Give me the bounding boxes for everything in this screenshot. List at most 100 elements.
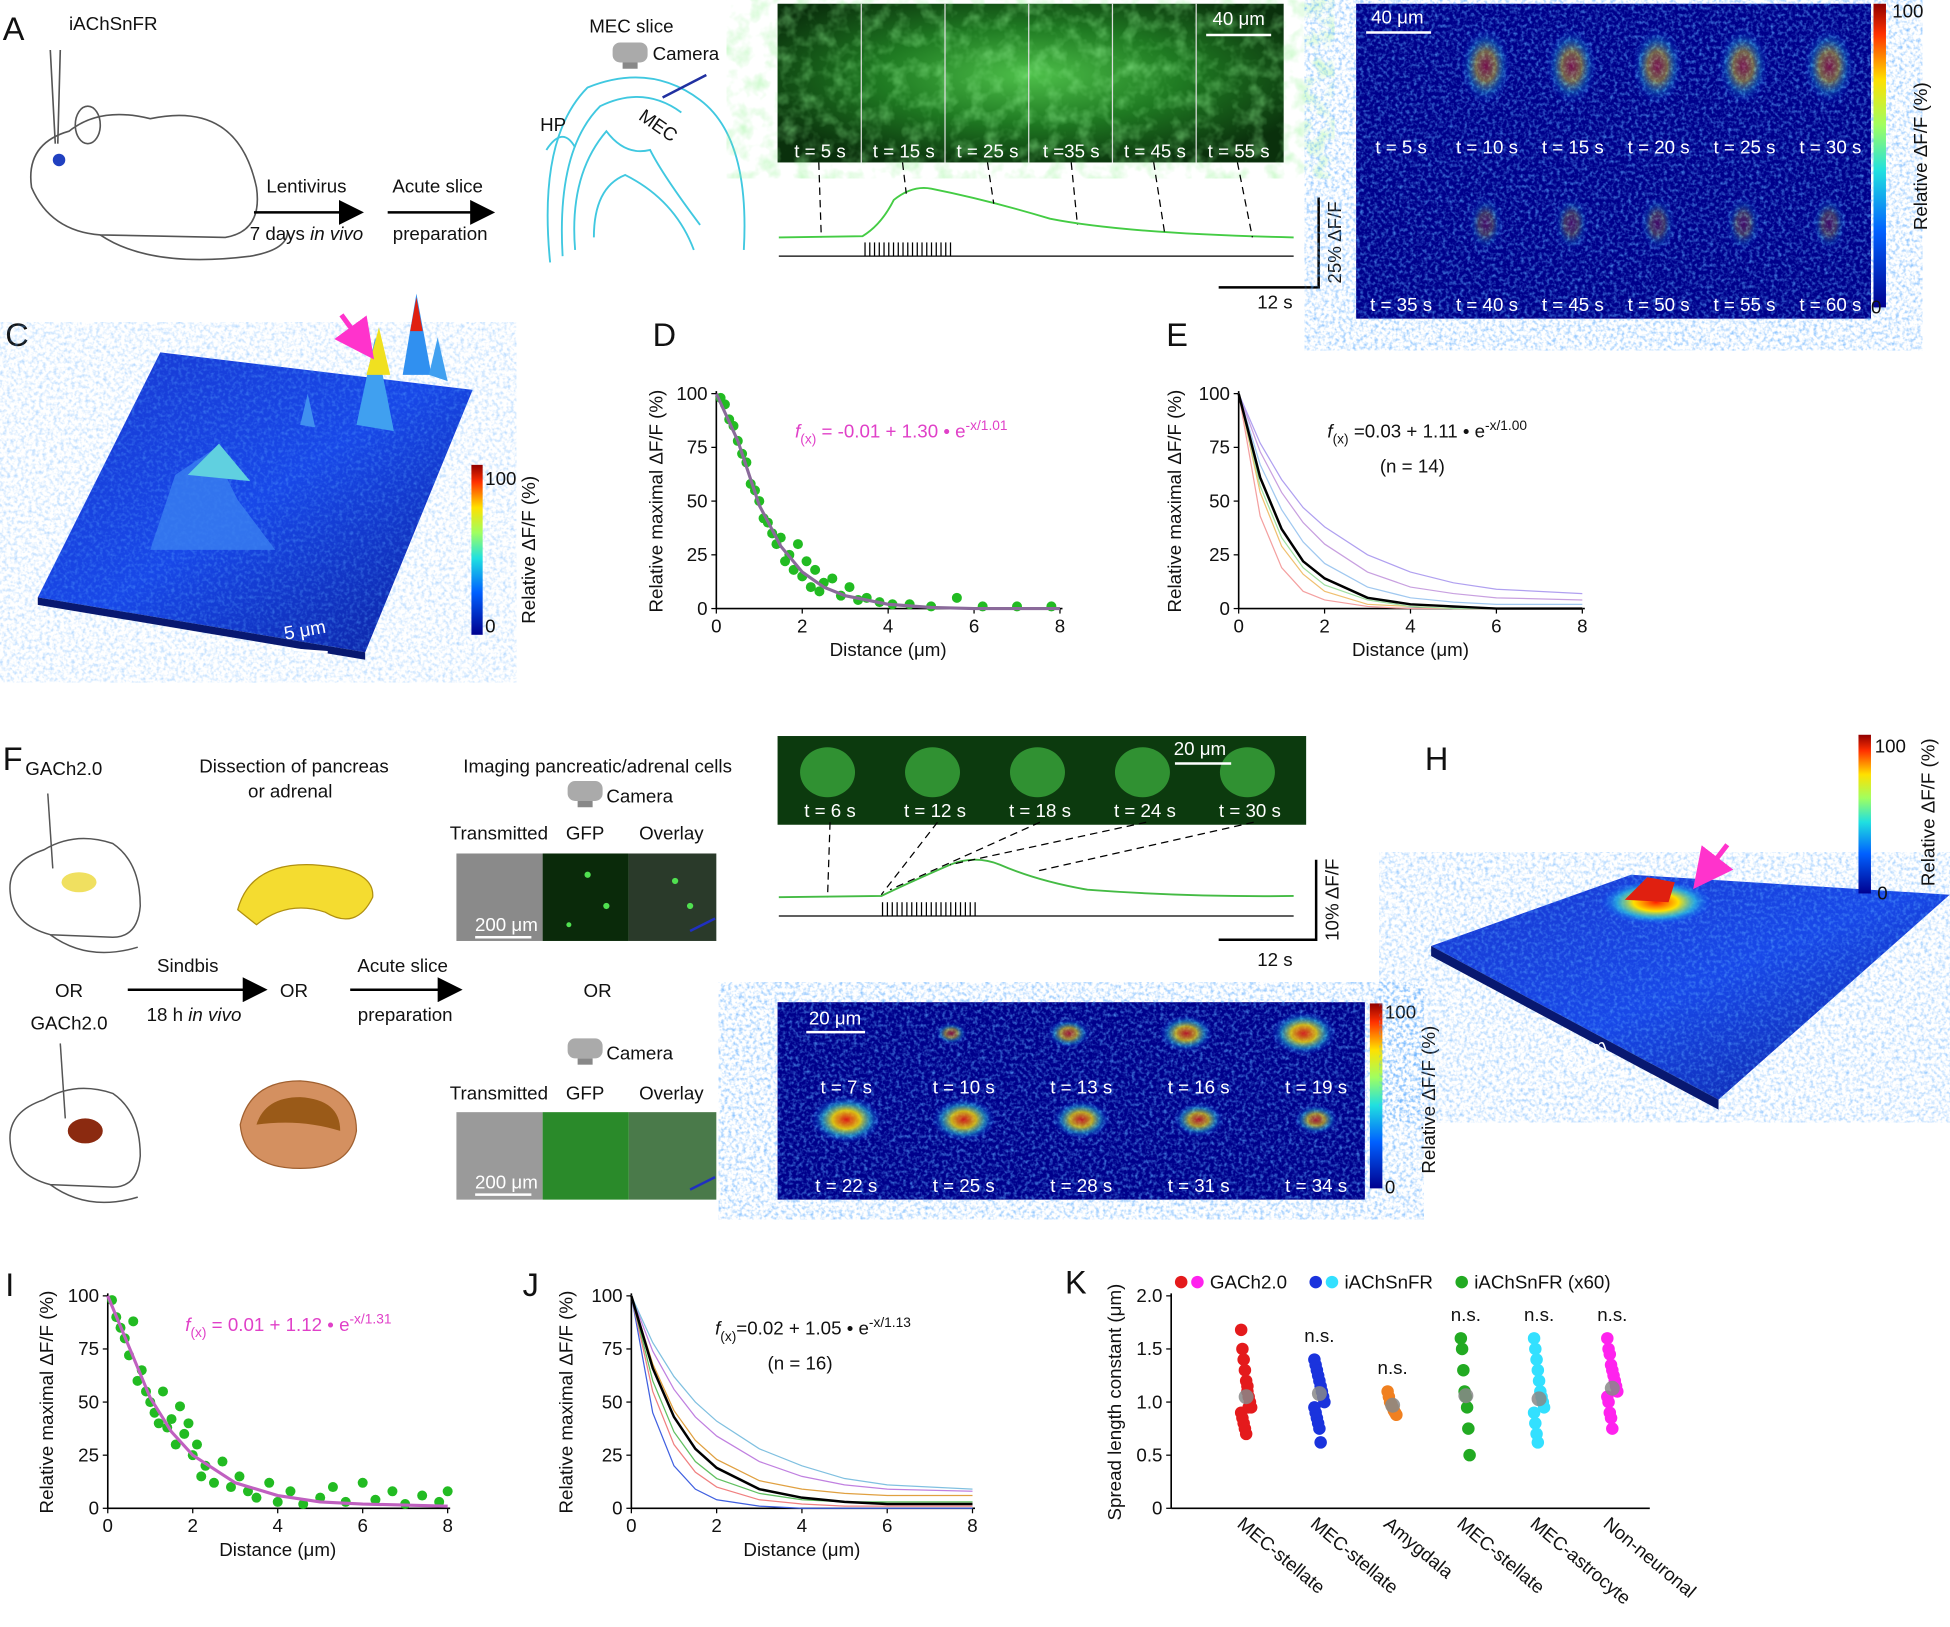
point — [788, 564, 799, 575]
overlay-image — [628, 1112, 717, 1200]
point — [272, 1496, 283, 1507]
surface-edge — [1431, 945, 1719, 1110]
time-label: t = 7 s — [821, 1076, 873, 1097]
time-label: t = 30 s — [1219, 800, 1281, 821]
time-label: t = 28 s — [1050, 1175, 1112, 1196]
fluorescence-texture — [777, 3, 1284, 163]
y-tick-label: 100 — [1199, 383, 1230, 404]
point — [174, 1401, 185, 1412]
arrow-label-part: in vivo — [310, 223, 363, 244]
point — [183, 1418, 194, 1429]
arrow-label-part: 7 days — [250, 223, 310, 244]
cell-blob — [905, 747, 961, 798]
formula-part: f — [795, 420, 802, 441]
y-tick-label: 0.5 — [1136, 1444, 1162, 1465]
significance-label: n.s. — [1378, 1357, 1408, 1378]
x-tick-label: 0 — [711, 615, 721, 636]
point — [1603, 1348, 1617, 1361]
arrow-label: 7 days in vivo — [250, 223, 364, 244]
mean-marker — [1385, 1397, 1401, 1413]
colorbar-title: Relative ΔF/F (%) — [1918, 738, 1939, 886]
fit-line — [714, 392, 1060, 611]
time-label: t = 45 s — [1542, 294, 1604, 315]
cells — [566, 871, 694, 928]
panel-label: K — [1065, 1264, 1087, 1300]
x-tick-label: 4 — [1405, 615, 1415, 636]
formula-part: = -0.01 + 1.30 • e — [816, 420, 965, 441]
chart: 0 0.5 1.0 1.5 2.0 Spread length constant (μm)… — [1104, 1271, 1700, 1608]
legend-marker — [1174, 1275, 1188, 1289]
point — [442, 1486, 453, 1497]
y-axis-title: Relative maximal ΔF/F (%) — [646, 390, 667, 613]
surface-edge — [37, 597, 366, 660]
panel-f: GACh2.0 Dissection of pancreas or adrena… — [9, 755, 732, 1204]
x-tick-label: 6 — [969, 615, 979, 636]
panel-b: 40 μm t = 5 s t = 15 s t = 25 s t =35 s t = … — [777, 0, 1931, 319]
cell-blob — [1114, 747, 1170, 798]
y-axis-title: Relative maximal ΔF/F (%) — [1164, 390, 1185, 613]
time-label: t = 30 s — [1799, 137, 1861, 158]
activity-spot — [1294, 1104, 1338, 1135]
y-tick-label: 75 — [1209, 437, 1230, 458]
point — [158, 1386, 168, 1397]
transmitted-image — [456, 853, 543, 941]
point — [844, 582, 855, 593]
camera-label: Camera — [606, 1043, 673, 1064]
time-label: t = 40 s — [1456, 294, 1518, 315]
point — [1238, 1363, 1252, 1377]
activity-spot — [811, 1096, 882, 1143]
cell-blob — [1009, 747, 1065, 798]
point — [170, 1439, 181, 1450]
curve — [1238, 393, 1583, 601]
camera-icon — [567, 781, 603, 802]
time-label: t = 55 s — [1208, 140, 1270, 161]
point — [217, 1456, 228, 1467]
y-axis-title: Spread length constant (μm) — [1104, 1284, 1125, 1521]
or-label: OR — [55, 980, 83, 1001]
point — [1531, 1436, 1545, 1449]
activity-spot — [1053, 1100, 1110, 1139]
x-tick-label: 2 — [711, 1515, 721, 1536]
camera-icon — [577, 1058, 593, 1065]
point — [251, 1492, 262, 1503]
image-title: GFP — [566, 1083, 605, 1104]
chart: 0 25 50 75 100 0 2 4 6 8 Distance (μm) Relative max… — [36, 1285, 453, 1560]
curve — [630, 1295, 973, 1490]
curve — [1238, 393, 1583, 595]
point — [417, 1490, 428, 1501]
camera-icon — [612, 42, 648, 63]
point — [1237, 1353, 1250, 1366]
activity-spot — [1271, 1011, 1336, 1055]
panel-label: I — [5, 1267, 14, 1303]
time-label: t = 16 s — [1168, 1076, 1230, 1097]
point — [951, 592, 962, 603]
point — [801, 556, 812, 567]
x-tick-label: 0 — [626, 1515, 636, 1536]
point — [196, 1471, 207, 1482]
point — [234, 1471, 245, 1482]
panel-label: H — [1425, 741, 1448, 777]
x-tick-label: 6 — [1491, 615, 1501, 636]
n-label: (n = 14) — [1380, 455, 1445, 476]
point — [285, 1486, 296, 1497]
x-tick-label: 2 — [797, 615, 807, 636]
camera-label: Camera — [606, 785, 673, 806]
activity-spot — [935, 1022, 967, 1045]
point — [1314, 1436, 1327, 1449]
point — [1532, 1374, 1546, 1388]
time-label: t = 60 s — [1799, 294, 1861, 315]
x-tick-label: 2 — [188, 1515, 198, 1536]
point — [1529, 1417, 1542, 1430]
colorbar-title: Relative ΔF/F (%) — [518, 476, 539, 624]
point — [357, 1477, 368, 1488]
arrow-label: Acute slice — [392, 175, 483, 196]
annotation-arrow — [1693, 843, 1734, 890]
colorbar-label: 100 — [1385, 1001, 1416, 1022]
y-tick-label: 1.5 — [1136, 1338, 1162, 1359]
colorbar-title: Relative ΔF/F (%) — [1418, 1026, 1439, 1174]
point — [327, 1482, 338, 1493]
scale-bar — [293, 648, 328, 654]
point — [1457, 1363, 1470, 1377]
adrenal-site — [67, 1118, 103, 1144]
